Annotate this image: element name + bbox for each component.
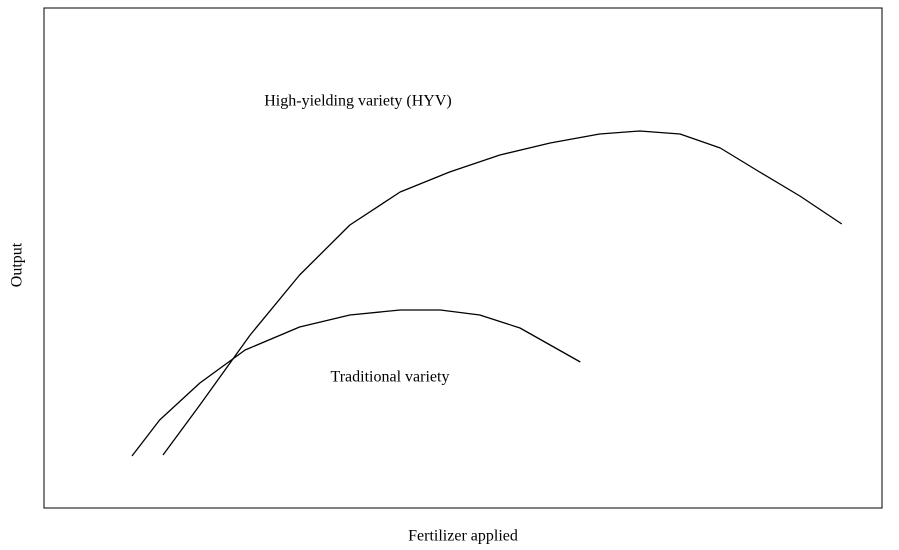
annotation: High-yielding variety (HYV) (264, 93, 452, 110)
line (131, 309, 581, 457)
plot-frame (43, 7, 883, 509)
line (162, 130, 843, 456)
y-axis-label: Output (9, 242, 26, 287)
x-axis-label: Fertilizer applied (408, 528, 518, 545)
annotation: Traditional variety (331, 369, 450, 386)
